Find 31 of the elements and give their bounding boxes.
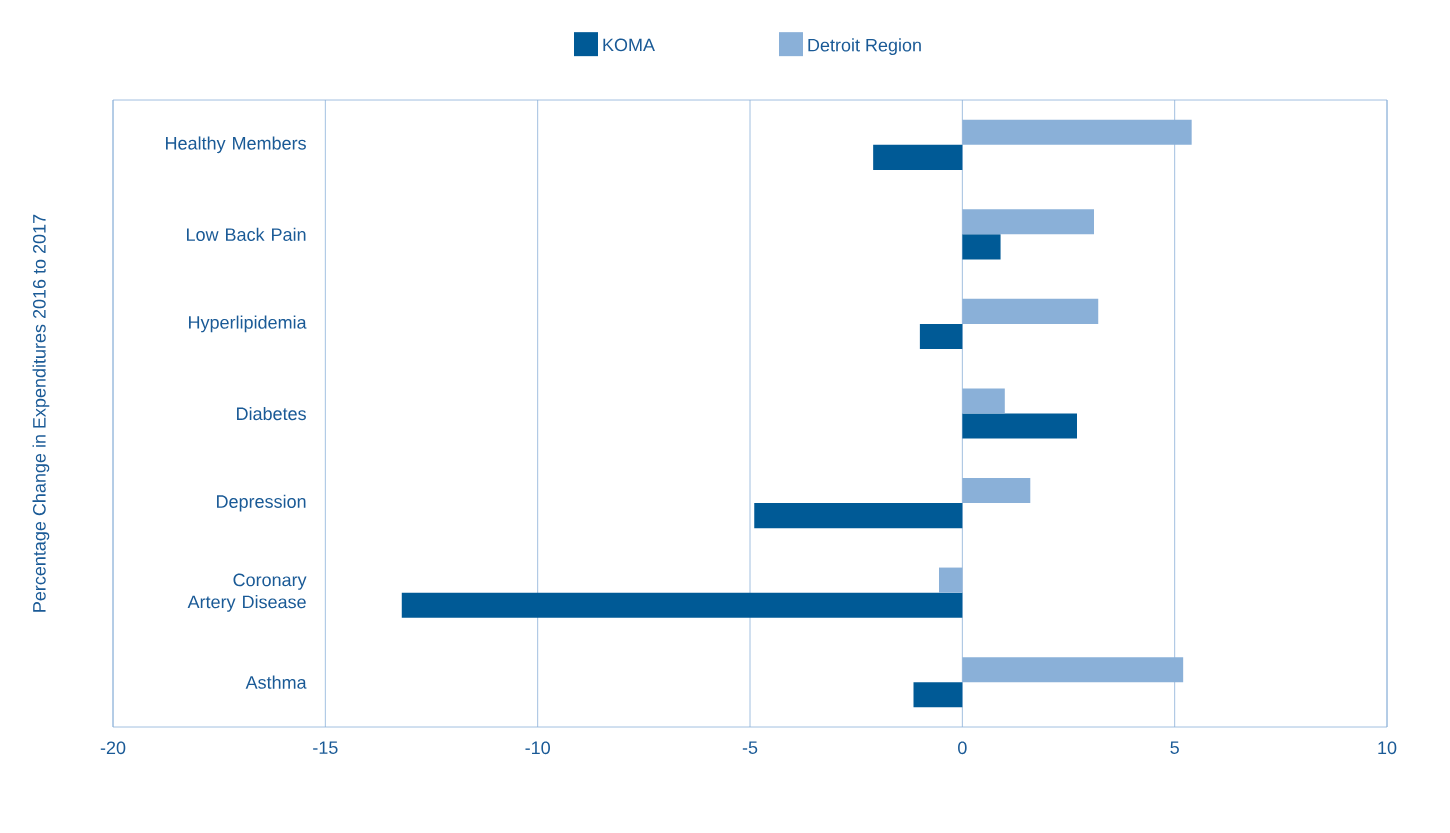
y-tick-label: Asthma xyxy=(245,675,307,689)
bar xyxy=(962,298,1099,324)
bar xyxy=(754,503,963,529)
bar xyxy=(873,144,963,170)
x-tick-label: -15 xyxy=(313,741,338,754)
y-tick-label: Depression xyxy=(217,494,306,512)
bar xyxy=(962,119,1192,145)
x-tick-label: -5 xyxy=(742,741,758,754)
y-axis-title: Percentage Change in Expenditures 2016 to 2017 xyxy=(32,214,50,612)
bar xyxy=(401,592,963,618)
legend-label: Detroit Region xyxy=(808,38,921,56)
bar xyxy=(919,323,963,350)
bar xyxy=(962,234,1001,260)
bar xyxy=(962,657,1184,683)
x-tick-label: 5 xyxy=(1170,741,1179,754)
x-tick-label: 10 xyxy=(1378,741,1397,755)
bar xyxy=(913,682,963,708)
x-tick-label: -10 xyxy=(525,741,550,755)
y-tick-label: Low Back Pain xyxy=(187,227,306,241)
y-tick-label: Diabetes xyxy=(237,406,306,421)
y-tick-label: Healthy Members xyxy=(166,136,306,154)
y-tick-label: Hyperlipidemia xyxy=(189,315,307,333)
x-tick-label: -20 xyxy=(100,741,126,755)
bar xyxy=(938,567,963,593)
legend-label: KOMA xyxy=(603,38,655,52)
bar xyxy=(962,388,1005,414)
bar xyxy=(962,413,1077,439)
x-tick-label: 0 xyxy=(958,741,967,755)
y-tick-label: Coronary Artery Disease xyxy=(187,573,307,612)
bar xyxy=(962,478,1031,504)
bar xyxy=(962,209,1094,235)
